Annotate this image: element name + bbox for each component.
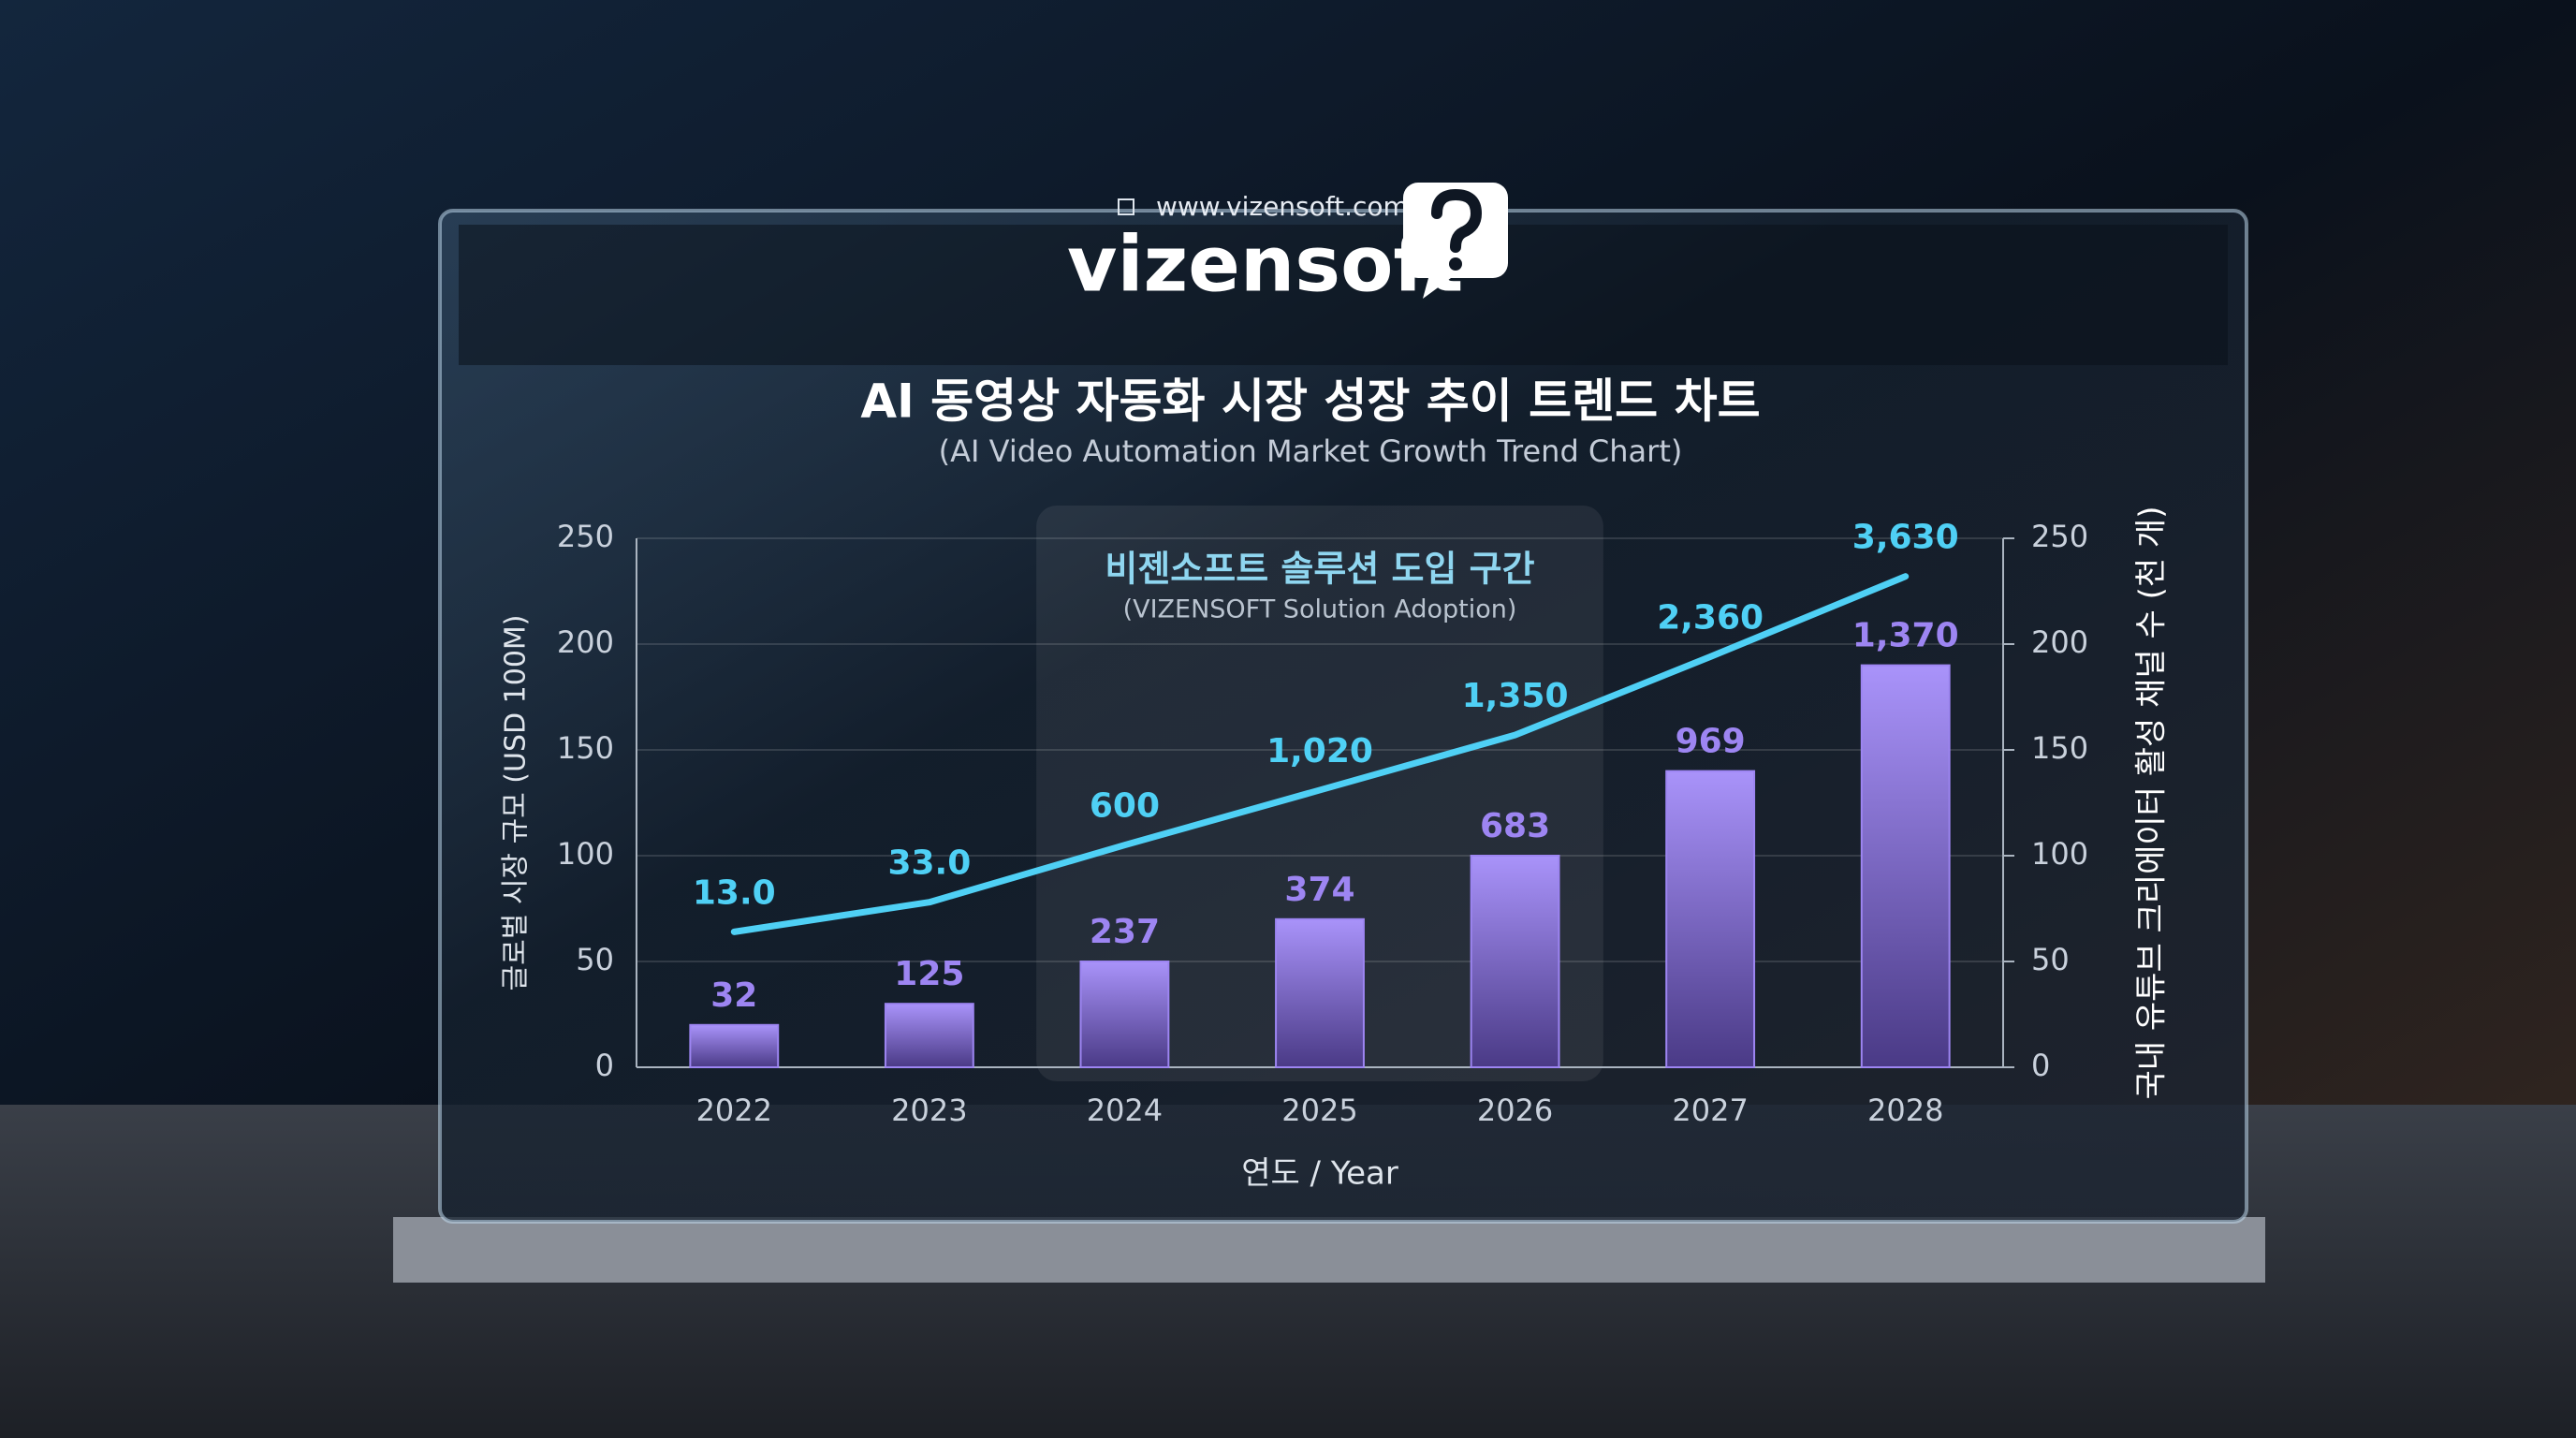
y2-tick-label: 250 <box>2031 519 2088 554</box>
chart-subtitle: (AI Video Automation Market Growth Trend… <box>939 433 1683 469</box>
y2-tick-label: 0 <box>2031 1048 2050 1083</box>
line-label: 1,350 <box>1462 677 1569 715</box>
stand <box>393 1217 2265 1283</box>
bar-label: 374 <box>1284 871 1354 909</box>
y-axis-title: 글로벌 시장 규모 (USD 100M) <box>500 615 533 991</box>
url-icon <box>1118 198 1134 215</box>
bar-label: 237 <box>1090 913 1160 951</box>
bar <box>1665 770 1756 1068</box>
bar-label: 32 <box>710 976 757 1015</box>
y-tick-label: 250 <box>557 519 614 554</box>
x-tick-label: 2027 <box>1672 1093 1748 1128</box>
line-label: 13.0 <box>693 873 776 912</box>
y2-tick-label: 100 <box>2031 836 2088 872</box>
y-tick-label: 50 <box>576 942 614 977</box>
y2-tick-label: 200 <box>2031 624 2088 660</box>
bar <box>1275 917 1365 1068</box>
bar-label: 683 <box>1480 807 1550 845</box>
y-tick-label: 100 <box>557 836 614 872</box>
chart-title: AI 동영상 자동화 시장 성장 추이 트렌드 차트 <box>860 374 1760 429</box>
logo-bubble <box>1403 183 1508 299</box>
bar <box>1079 961 1170 1068</box>
y2-axis-title: 국내 유튜브 크리에이터 활성 채널 수 (천 개) <box>2133 506 2171 1100</box>
y-tick-label: 150 <box>557 730 614 766</box>
line-label: 1,020 <box>1266 732 1373 770</box>
line-label: 600 <box>1090 787 1160 826</box>
bar-label: 125 <box>894 955 964 993</box>
brand: vizensoft <box>1067 220 1463 309</box>
header-band <box>459 225 2228 365</box>
line-label: 33.0 <box>887 844 971 883</box>
x-tick-label: 2024 <box>1087 1093 1163 1128</box>
bar <box>689 1023 780 1069</box>
y2-tick-label: 50 <box>2031 942 2070 977</box>
x-tick-label: 2028 <box>1867 1093 1943 1128</box>
y-tick-label: 200 <box>557 624 614 660</box>
bar-label: 969 <box>1676 723 1746 761</box>
highlight-label: 비젠소프트 솔루션 도입 구간 <box>1105 549 1534 590</box>
line <box>730 573 1910 935</box>
glass-panel <box>438 209 2248 1224</box>
bar <box>884 1003 974 1068</box>
x-axis-title: 연도 / Year <box>1241 1155 1398 1193</box>
highlight-sublabel: (VIZENSOFT Solution Adoption) <box>1123 595 1517 624</box>
line-label: 3,630 <box>1852 519 1959 557</box>
x-tick-label: 2025 <box>1281 1093 1357 1128</box>
x-tick-label: 2026 <box>1477 1093 1553 1128</box>
bar <box>1860 664 1951 1068</box>
line-label: 2,360 <box>1657 599 1764 638</box>
y-tick-label: 0 <box>595 1048 614 1083</box>
y2-tick-label: 150 <box>2031 730 2088 766</box>
x-tick-label: 2023 <box>891 1093 967 1128</box>
x-tick-label: 2022 <box>696 1093 772 1128</box>
bar <box>1470 855 1560 1068</box>
url: www.vizensoft.com <box>1156 191 1409 222</box>
bar-label: 1,370 <box>1852 617 1959 655</box>
